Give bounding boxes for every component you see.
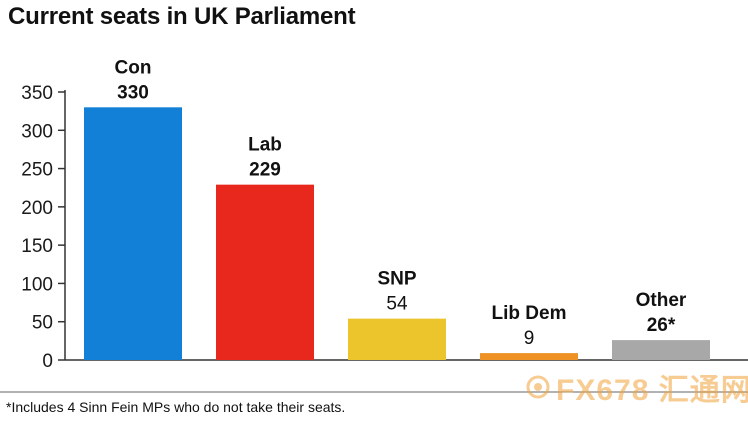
bar-category-label: SNP — [377, 269, 416, 290]
y-tick-label: 100 — [21, 274, 53, 295]
bar-category-label: Lib Dem — [492, 303, 567, 324]
footnote: *Includes 4 Sinn Fein MPs who do not tak… — [6, 399, 346, 415]
bar-value-label: 54 — [386, 294, 408, 315]
y-tick-label: 150 — [21, 236, 53, 257]
bar-other — [612, 340, 710, 360]
watermark-logo-icon — [526, 375, 550, 399]
bar-value-label: 330 — [117, 82, 149, 103]
label-layer: Con 330 Lab 229 SNP 54 Lib Dem 9 Other 26* — [115, 57, 687, 349]
bar-lib-dem — [480, 353, 578, 360]
bar-lab — [216, 184, 314, 360]
y-tick-label: 200 — [21, 198, 53, 219]
y-tick-label: 0 — [42, 351, 53, 372]
bar-snp — [348, 318, 446, 360]
watermark: FX678 汇通网 — [526, 365, 748, 409]
bar-con — [84, 107, 182, 360]
y-tick-label: 300 — [21, 121, 53, 142]
y-tick-label: 50 — [32, 313, 53, 334]
bar-category-label: Other — [636, 290, 687, 311]
watermark-text: FX678 汇通网 — [556, 374, 748, 407]
y-tick-label: 350 — [21, 83, 53, 104]
y-tick-label: 250 — [21, 160, 53, 181]
bar-value-label: 26* — [647, 315, 676, 336]
chart-title: Current seats in UK Parliament — [8, 3, 356, 30]
bar-category-label: Con — [115, 57, 152, 78]
bar-layer — [84, 107, 710, 360]
bar-value-label: 229 — [249, 160, 281, 181]
bar-value-label: 9 — [524, 328, 535, 349]
bar-category-label: Lab — [248, 135, 282, 156]
